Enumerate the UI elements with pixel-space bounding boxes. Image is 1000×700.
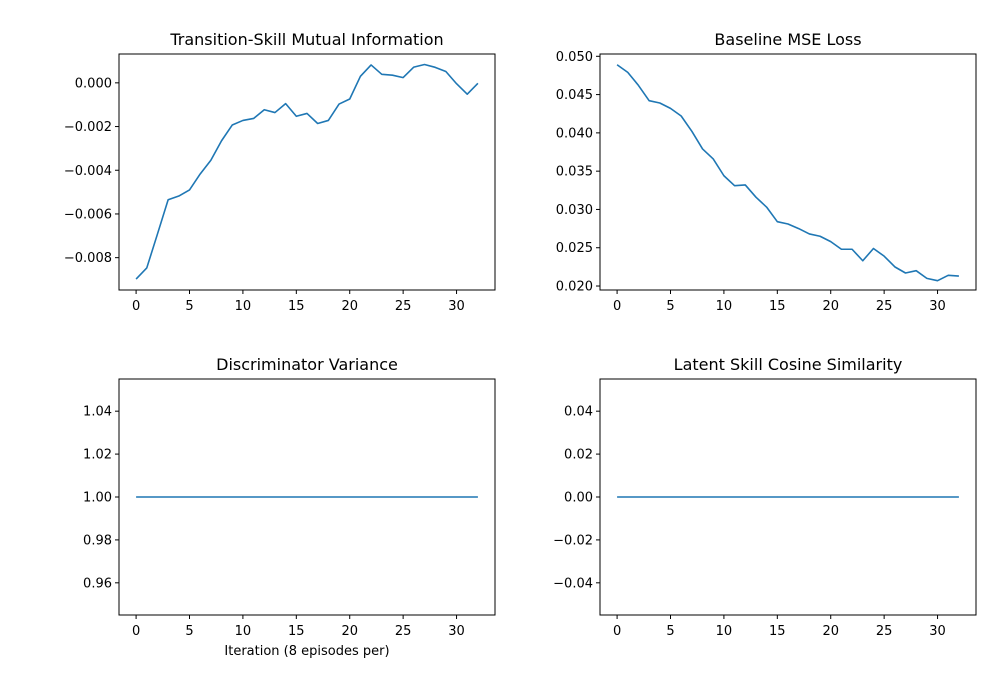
chart-2-x-tick-label: 0	[613, 299, 621, 314]
chart-4-title: Latent Skill Cosine Similarity	[674, 355, 903, 374]
chart-2-y-tick-label: 0.050	[556, 50, 593, 65]
chart-2-y-tick-label: 0.030	[556, 203, 593, 218]
chart-2-y-tick-label: 0.035	[556, 165, 593, 180]
chart-3-y-tick-label: 0.96	[83, 576, 112, 591]
chart-1-title: Transition-Skill Mutual Information	[169, 30, 443, 49]
chart-1-x-tick-label: 30	[448, 299, 465, 314]
chart-4-x-tick-label: 10	[716, 624, 733, 639]
chart-3-y-tick-label: 1.00	[83, 491, 112, 506]
chart-1-x-tick-label: 15	[288, 299, 305, 314]
chart-2-x-tick-label: 10	[716, 299, 733, 314]
chart-1-x-tick-label: 0	[132, 299, 140, 314]
chart-3-x-tick-label: 30	[448, 624, 465, 639]
chart-2: Baseline MSE Loss 0 5 10 15 20 25 30 0.020 0.025 0…	[556, 30, 977, 314]
chart-3-x-tick-label: 15	[288, 624, 305, 639]
chart-3-x-tick-label: 10	[235, 624, 252, 639]
chart-3-y-tick-label: 0.98	[83, 533, 112, 548]
chart-4-y-tick-label: −0.04	[553, 576, 593, 591]
chart-1: Transition-Skill Mutual Information 0 5 10 1…	[64, 30, 496, 314]
chart-4-y-tick-label: −0.02	[553, 533, 593, 548]
chart-2-y-tick-label: 0.045	[556, 88, 593, 103]
chart-1-y-tick-label: 0.000	[75, 76, 112, 91]
chart-2-x-tick-label: 20	[822, 299, 839, 314]
chart-3-x-axis-label: Iteration (8 episodes per)	[224, 644, 389, 659]
chart-3-x-tick-label: 20	[341, 624, 358, 639]
chart-1-x-tick-label: 10	[235, 299, 252, 314]
chart-2-y-tick-label: 0.040	[556, 126, 593, 141]
chart-3-title: Discriminator Variance	[216, 355, 398, 374]
chart-1-y-tick-label: −0.008	[64, 251, 112, 266]
chart-3-x-tick-label: 5	[185, 624, 193, 639]
chart-2-title: Baseline MSE Loss	[714, 30, 861, 49]
chart-4-x-tick-label: 20	[822, 624, 839, 639]
chart-2-series-line	[616, 64, 959, 282]
chart-4-y-tick-label: 0.02	[564, 448, 593, 463]
chart-4-x-tick-label: 5	[666, 624, 674, 639]
chart-2-x-tick-label: 25	[876, 299, 893, 314]
chart-2-x-tick-label: 15	[769, 299, 786, 314]
chart-1-y-tick-label: −0.002	[64, 120, 112, 135]
chart-2-axes-frame	[599, 53, 977, 291]
chart-2-x-tick-label: 30	[929, 299, 946, 314]
chart-3-y-tick-label: 1.04	[83, 405, 112, 420]
chart-4-x-tick-label: 15	[769, 624, 786, 639]
chart-1-x-tick-label: 25	[395, 299, 412, 314]
chart-1-y-tick-label: −0.006	[64, 207, 112, 222]
chart-3-y-tick-label: 1.02	[83, 448, 112, 463]
chart-4: Latent Skill Cosine Similarity 0 5 10 15 20 25…	[553, 355, 977, 639]
chart-1-x-tick-label: 20	[341, 299, 358, 314]
chart-2-y-tick-label: 0.025	[556, 241, 593, 256]
chart-1-series-line	[135, 63, 479, 280]
chart-4-x-tick-label: 25	[876, 624, 893, 639]
chart-2-y-tick-label: 0.020	[556, 280, 593, 295]
chart-4-y-tick-label: 0.04	[564, 405, 593, 420]
chart-4-y-tick-label: 0.00	[564, 491, 593, 506]
chart-4-x-tick-label: 0	[613, 624, 621, 639]
chart-1-y-tick-label: −0.004	[64, 164, 112, 179]
chart-2-x-tick-label: 5	[666, 299, 674, 314]
chart-4-x-tick-label: 30	[929, 624, 946, 639]
chart-3: Discriminator Variance 0 5 10 15 20 25 30 0.96 0.…	[83, 355, 496, 659]
chart-3-x-tick-label: 0	[132, 624, 140, 639]
chart-1-axes-frame	[118, 53, 496, 291]
chart-1-x-tick-label: 5	[185, 299, 193, 314]
chart-3-x-tick-label: 25	[395, 624, 412, 639]
